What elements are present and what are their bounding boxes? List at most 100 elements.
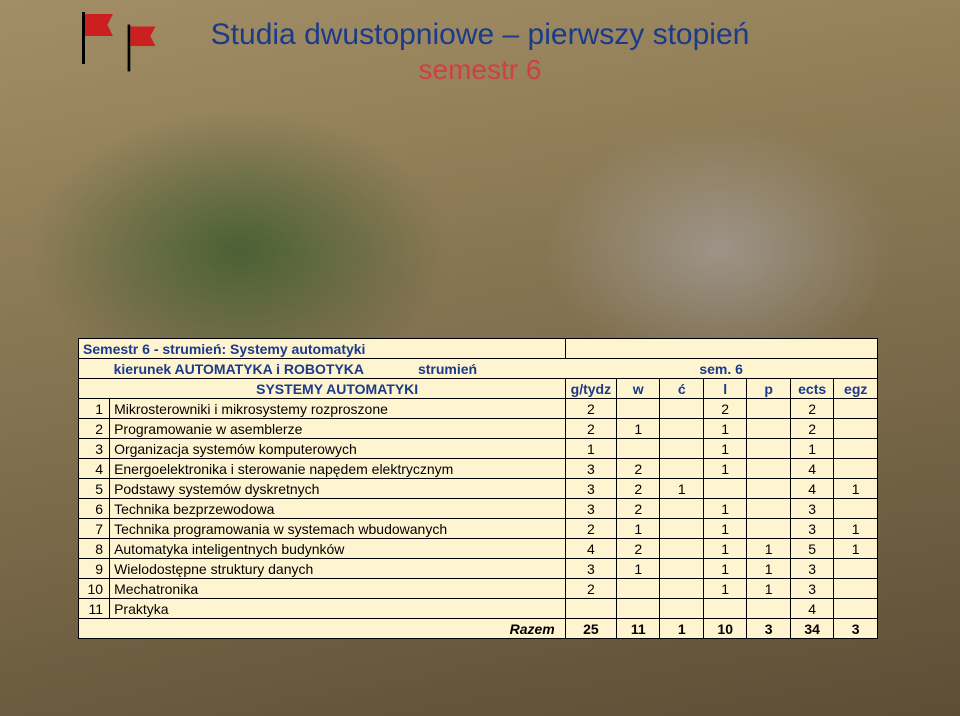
row-cell [834,459,878,479]
row-cell: 1 [834,479,878,499]
table-row: 3Organizacja systemów komputerowych111 [79,439,878,459]
row-name: Praktyka [110,599,566,619]
row-index: 4 [79,459,110,479]
row-cell [660,419,703,439]
row-cell: 3 [565,479,616,499]
table-sem: sem. 6 [565,359,877,379]
row-cell: 1 [703,539,746,559]
row-cell [834,499,878,519]
row-index: 6 [79,499,110,519]
row-name: Energoelektronika i sterowanie napędem e… [110,459,566,479]
row-cell: 1 [703,439,746,459]
row-cell [616,599,659,619]
row-cell: 1 [703,499,746,519]
row-cell: 1 [834,519,878,539]
title-main: Studia dwustopniowe – pierwszy stopień [0,18,960,52]
row-cell: 1 [703,459,746,479]
row-cell: 3 [565,459,616,479]
table-row: 9Wielodostępne struktury danych31113 [79,559,878,579]
row-cell [616,579,659,599]
row-cell: 1 [703,519,746,539]
row-cell: 3 [790,559,833,579]
curriculum-table: Semestr 6 - strumień: Systemy automatyki… [78,338,878,639]
col-c: ć [660,379,703,399]
row-cell [834,419,878,439]
row-name: Wielodostępne struktury danych [110,559,566,579]
row-cell [747,599,790,619]
row-cell [703,599,746,619]
row-cell: 1 [747,539,790,559]
row-name: Automatyka inteligentnych budynków [110,539,566,559]
row-cell: 1 [747,559,790,579]
row-name: Organizacja systemów komputerowych [110,439,566,459]
row-cell [660,519,703,539]
row-cell: 2 [616,539,659,559]
row-cell [747,479,790,499]
row-cell [660,539,703,559]
sum-cell: 10 [703,619,746,639]
row-cell: 4 [565,539,616,559]
row-index: 1 [79,399,110,419]
row-cell: 1 [703,419,746,439]
row-cell: 1 [790,439,833,459]
row-cell [660,599,703,619]
col-l: l [703,379,746,399]
row-cell: 3 [565,559,616,579]
sum-cell: 25 [565,619,616,639]
row-cell: 1 [616,559,659,579]
row-cell [747,459,790,479]
row-name: Technika bezprzewodowa [110,499,566,519]
row-cell: 3 [790,579,833,599]
row-cell [834,559,878,579]
row-name: Podstawy systemów dyskretnych [110,479,566,499]
sum-cell: 34 [790,619,833,639]
row-index: 9 [79,559,110,579]
table-row: 2Programowanie w asemblerze2112 [79,419,878,439]
row-cell: 2 [616,459,659,479]
row-name: Programowanie w asemblerze [110,419,566,439]
slide-header: Studia dwustopniowe – pierwszy stopień s… [0,0,960,86]
col-p: p [747,379,790,399]
row-cell: 2 [616,479,659,499]
row-cell [747,399,790,419]
row-cell [747,419,790,439]
row-index: 5 [79,479,110,499]
row-name: Mechatronika [110,579,566,599]
row-cell: 3 [790,519,833,539]
row-cell: 1 [616,419,659,439]
row-cell: 4 [790,599,833,619]
row-cell [747,499,790,519]
row-cell: 1 [565,439,616,459]
col-gtydz: g/tydz [565,379,616,399]
row-cell: 4 [790,459,833,479]
row-cell [660,559,703,579]
row-cell: 1 [660,479,703,499]
row-index: 3 [79,439,110,459]
row-cell: 5 [790,539,833,559]
table-kierunek: kierunek AUTOMATYKA i ROBOTYKA [114,361,364,377]
table-row: 11Praktyka 4 [79,599,878,619]
row-cell: 1 [747,579,790,599]
row-name: Technika programowania w systemach wbudo… [110,519,566,539]
table-row: 7Technika programowania w systemach wbud… [79,519,878,539]
sum-cell: 3 [747,619,790,639]
row-cell: 4 [790,479,833,499]
row-index: 10 [79,579,110,599]
table-row: 10Mechatronika2113 [79,579,878,599]
table-system-label: SYSTEMY AUTOMATYKI [110,379,566,399]
row-cell: 2 [565,399,616,419]
row-cell [747,439,790,459]
row-cell [834,439,878,459]
row-index: 11 [79,599,110,619]
table-row: 8Automatyka inteligentnych budynków42115… [79,539,878,559]
row-cell: 2 [790,419,833,439]
row-name: Mikrosterowniki i mikrosystemy rozproszo… [110,399,566,419]
row-cell: 1 [703,579,746,599]
row-cell: 2 [703,399,746,419]
title-sub: semestr 6 [0,54,960,86]
col-egz: egz [834,379,878,399]
sum-cell: 1 [660,619,703,639]
row-cell: 2 [616,499,659,519]
table-row: 4Energoelektronika i sterowanie napędem … [79,459,878,479]
sum-cell: 11 [616,619,659,639]
